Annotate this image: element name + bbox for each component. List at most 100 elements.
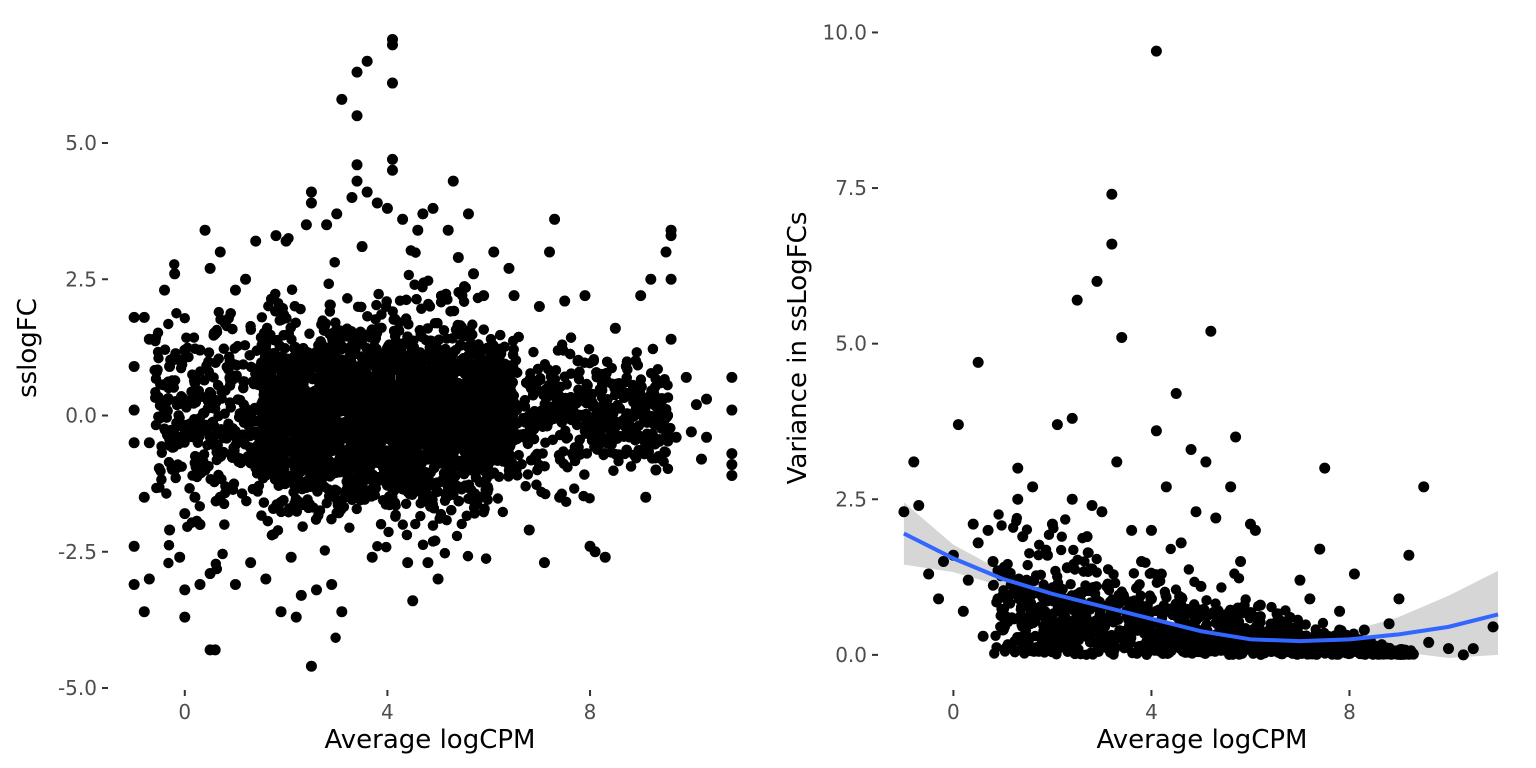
cloud-point [256, 312, 268, 323]
cloud-point [374, 430, 385, 441]
cloud-point [520, 480, 531, 492]
cloud-point [499, 341, 510, 353]
cloud-point [438, 325, 450, 336]
cloud-point [281, 313, 292, 324]
cloud-point [482, 494, 493, 505]
cloud-point [583, 344, 595, 355]
cloud-point [460, 480, 471, 491]
cloud-point [447, 333, 458, 344]
cloud-point [435, 508, 447, 520]
cloud-point [382, 342, 393, 354]
cloud-point [223, 351, 235, 363]
cloud-point [482, 483, 493, 494]
cloud-point [238, 376, 249, 387]
cloud-point [175, 362, 187, 374]
cloud-point [529, 405, 540, 417]
cloud-point [218, 343, 230, 354]
cloud-point [225, 429, 236, 441]
cloud-point [243, 456, 255, 467]
cloud-point [650, 373, 661, 384]
cloud-point [268, 442, 279, 453]
cloud-point [663, 432, 674, 443]
cloud-point [262, 515, 273, 527]
cloud-point [270, 288, 281, 300]
cloud-point [359, 494, 370, 505]
cloud-point [211, 454, 222, 466]
cloud-point [173, 420, 184, 432]
cloud-point [647, 343, 659, 355]
cloud-point [541, 401, 552, 412]
cloud-point [660, 447, 671, 458]
cloud-point [450, 424, 461, 435]
cloud-point [398, 456, 410, 467]
cloud-point [273, 454, 284, 466]
cloud-point [314, 382, 326, 394]
cloud-point [550, 380, 561, 392]
cloud-point [522, 469, 534, 480]
cloud-point [418, 383, 430, 394]
cloud-point [432, 376, 443, 388]
cloud-point [318, 443, 329, 454]
cloud-point [454, 340, 466, 352]
cloud-point [352, 481, 364, 492]
cloud-point [161, 403, 172, 415]
cloud-point [171, 308, 182, 319]
cloud-point [309, 471, 320, 482]
cloud-point [558, 446, 569, 457]
cloud-point [234, 394, 246, 406]
cloud-point [415, 329, 426, 340]
cloud-point [457, 465, 469, 477]
cloud-point [330, 632, 341, 643]
cloud-point [599, 448, 610, 459]
cloud-point [656, 393, 668, 404]
cloud-point [429, 535, 441, 546]
cloud-point [275, 506, 287, 518]
cloud-point [304, 498, 315, 510]
cloud-point [445, 306, 456, 317]
cloud-point [447, 449, 459, 461]
cloud-point [210, 430, 221, 441]
cloud-point [266, 529, 278, 541]
cloud-point [399, 484, 410, 495]
cloud-point [256, 398, 267, 410]
cloud-point [204, 387, 216, 398]
cloud-point [195, 366, 206, 377]
cloud-point [618, 392, 630, 404]
cloud-point [375, 518, 387, 530]
cloud-point [286, 456, 298, 467]
cloud-point [370, 381, 382, 392]
cloud-point [620, 361, 632, 372]
cloud-point [540, 488, 551, 500]
cloud-point [429, 462, 440, 474]
cloud-point [377, 357, 389, 368]
cloud-point [220, 385, 231, 396]
cloud-point [245, 321, 256, 332]
cloud-point [652, 363, 664, 375]
cloud-point [194, 501, 205, 512]
cloud-point [638, 435, 650, 447]
cloud-point [400, 498, 412, 509]
cloud-point [355, 463, 366, 474]
cloud-point [562, 432, 574, 443]
cloud-point [190, 461, 202, 473]
cloud-point [467, 465, 478, 476]
cloud-point [362, 359, 373, 370]
cloud-point [393, 317, 405, 328]
cloud-point [532, 363, 544, 375]
cloud-point [531, 479, 542, 490]
cloud-point [489, 366, 500, 377]
cloud-point [418, 496, 429, 507]
cloud-point [237, 429, 249, 440]
cloud-point [244, 350, 255, 361]
cloud-point [478, 324, 489, 335]
cloud-point [335, 325, 346, 336]
cloud-point [415, 510, 426, 522]
cloud-point [351, 503, 362, 515]
cloud-point [236, 488, 248, 499]
cloud-point [497, 506, 509, 518]
cloud-point [283, 474, 294, 485]
cloud-point [569, 483, 580, 494]
cloud-point [417, 539, 429, 550]
